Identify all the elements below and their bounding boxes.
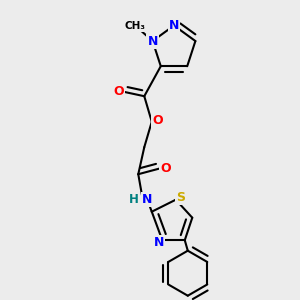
Text: O: O (113, 85, 124, 98)
Text: O: O (152, 114, 163, 127)
Text: H: H (129, 193, 139, 206)
Text: S: S (176, 191, 185, 204)
Text: N: N (154, 236, 164, 249)
Text: O: O (160, 162, 171, 175)
Text: N: N (147, 34, 158, 47)
Text: N: N (169, 19, 179, 32)
Text: N: N (142, 193, 152, 206)
Text: CH₃: CH₃ (124, 21, 145, 31)
